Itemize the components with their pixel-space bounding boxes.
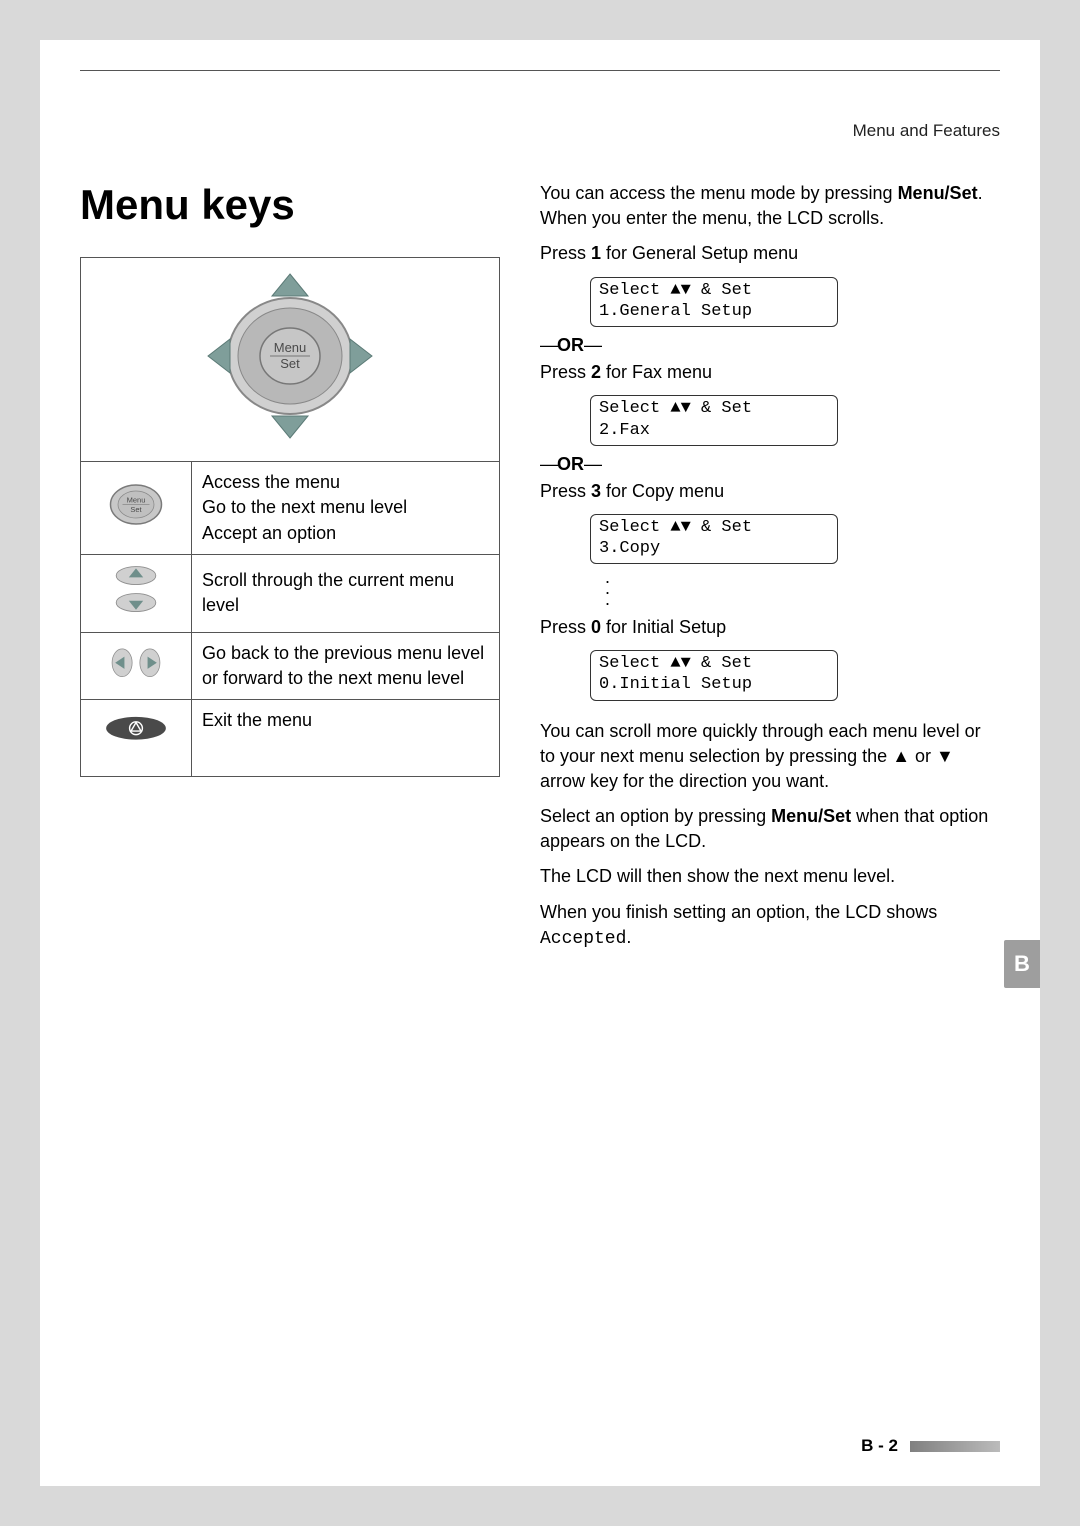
up-down-arrow-cell: [81, 554, 192, 632]
text: When you enter the menu, the LCD scrolls…: [540, 208, 884, 228]
table-desc: Scroll through the current menu level: [192, 554, 500, 632]
key-function-table: Menu Set: [80, 257, 500, 777]
table-row: Scroll through the current menu level: [81, 554, 500, 632]
dpad-set-label: Set: [280, 356, 300, 371]
text: You can access the menu mode by pressing: [540, 183, 898, 203]
menu-set-button-icon: Menu Set: [106, 482, 166, 527]
text: .: [978, 183, 983, 203]
breadcrumb: Menu and Features: [80, 121, 1000, 141]
bold-text: Menu/Set: [898, 183, 978, 203]
lcd-display: Select ▲▼ & Set 1.General Setup: [590, 277, 838, 328]
page-number: B - 2: [861, 1436, 898, 1456]
step-label: Press 1 for General Setup menu: [540, 241, 1000, 266]
down-arrow-icon: [272, 416, 308, 438]
page-sheet: Menu and Features Menu keys Menu: [40, 40, 1040, 1486]
step-label: Press 0 for Initial Setup: [540, 615, 1000, 640]
dpad-illustration-cell: Menu Set: [81, 258, 500, 462]
page-footer: B - 2: [861, 1436, 1000, 1456]
table-row: Menu Set Access the menuGo to the next m…: [81, 462, 500, 555]
svg-text:Set: Set: [130, 505, 142, 514]
page-title: Menu keys: [80, 181, 500, 229]
body-paragraph: You can scroll more quickly through each…: [540, 719, 1000, 795]
table-row: Go back to the previous menu level or fo…: [81, 632, 500, 699]
top-rule: [80, 70, 1000, 71]
stop-exit-button-icon: [104, 714, 168, 742]
lcd-display: Select ▲▼ & Set 2.Fax: [590, 395, 838, 446]
left-right-arrow-cell: [81, 632, 192, 699]
stop-button-cell: [81, 700, 192, 777]
left-arrow-icon: [208, 339, 230, 373]
two-column-layout: Menu keys Menu Set: [80, 181, 1000, 962]
body-paragraph: The LCD will then show the next menu lev…: [540, 864, 1000, 889]
table-row: Exit the menu: [81, 700, 500, 777]
left-column: Menu keys Menu Set: [80, 181, 500, 962]
up-down-arrows-icon: [109, 563, 163, 617]
right-arrow-icon: [350, 339, 372, 373]
dpad-menu-label: Menu: [274, 340, 307, 355]
body-paragraph: Select an option by pressing Menu/Set wh…: [540, 804, 1000, 854]
right-column: You can access the menu mode by pressing…: [540, 181, 1000, 962]
table-desc: Exit the menu: [192, 700, 500, 777]
body-paragraph: When you finish setting an option, the L…: [540, 900, 1000, 952]
or-separator: —OR—: [540, 335, 1000, 356]
table-desc: Go back to the previous menu level or fo…: [192, 632, 500, 699]
intro-paragraph: You can access the menu mode by pressing…: [540, 181, 1000, 231]
step-label: Press 2 for Fax menu: [540, 360, 1000, 385]
lcd-display: Select ▲▼ & Set 0.Initial Setup: [590, 650, 838, 701]
left-right-arrows-icon: [109, 645, 163, 680]
step-label: Press 3 for Copy menu: [540, 479, 1000, 504]
or-separator: —OR—: [540, 454, 1000, 475]
svg-text:Menu: Menu: [127, 495, 146, 504]
footer-bar-icon: [910, 1441, 1000, 1452]
up-arrow-icon: [272, 274, 308, 296]
section-tab: B: [1004, 940, 1040, 988]
dpad-icon: Menu Set: [190, 266, 390, 446]
vertical-ellipsis-icon: ...: [605, 572, 1000, 604]
table-desc: Access the menuGo to the next menu level…: [192, 462, 500, 555]
menu-set-button-cell: Menu Set: [81, 462, 192, 555]
lcd-display: Select ▲▼ & Set 3.Copy: [590, 514, 838, 565]
